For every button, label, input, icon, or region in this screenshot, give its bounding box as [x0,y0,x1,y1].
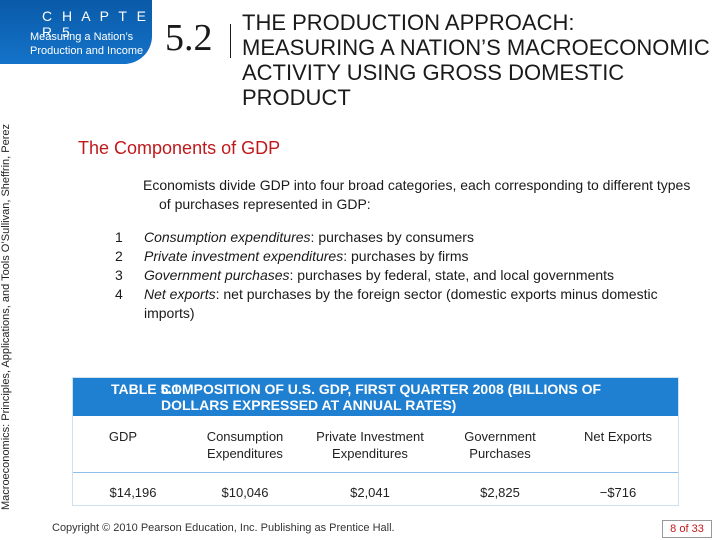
item-description: : purchases by firms [343,248,469,264]
column-header-consumption: Consumption Expenditures [206,429,284,461]
item-term: Government purchases [144,267,290,283]
list-item: 2 Private investment expenditures: purch… [115,247,695,266]
column-header-net-exports: Net Exports [584,429,652,444]
item-number: 4 [115,286,123,302]
value-investment: $2,041 [350,485,390,500]
value-government: $2,825 [480,485,520,500]
item-term: Private investment expenditures [144,248,344,264]
table-id: TABLE 5.1 [111,381,180,397]
section-title: THE PRODUCTION APPROACH: MEASURING A NAT… [242,10,710,110]
side-book-title: Macroeconomics: Principles, Applications… [0,123,12,510]
copyright-footer: Copyright © 2010 Pearson Education, Inc.… [52,522,395,534]
subheading: The Components of GDP [78,138,281,158]
section-divider [230,24,231,58]
list-item: 3 Government purchases: purchases by fed… [115,266,695,285]
value-gdp: $14,196 [109,485,157,500]
list-item: 4 Net exports: net purchases by the fore… [115,285,695,323]
column-header-gdp: GDP [108,429,138,444]
item-number: 1 [115,229,123,245]
chapter-badge: C H A P T E R 5 Measuring a Nation’s Pro… [0,0,152,64]
item-description: : net purchases by the foreign sector (d… [144,286,658,321]
gdp-table: TABLE 5.1 COMPOSITION OF U.S. GDP, FIRST… [72,377,679,506]
item-term: Net exports [144,286,216,302]
item-description: : purchases by consumers [310,229,474,245]
intro-paragraph: Economists divide GDP into four broad ca… [143,177,691,212]
table-header: TABLE 5.1 COMPOSITION OF U.S. GDP, FIRST… [73,378,678,416]
item-number: 2 [115,248,123,264]
column-header-investment: Private Investment Expenditures [316,429,424,461]
item-description: : purchases by federal, state, and local… [289,267,615,283]
value-consumption: $10,046 [221,485,269,500]
section-number: 5.2 [165,17,213,59]
page-indicator: 8 of 33 [662,520,712,538]
chapter-label: C H A P T E R 5 [42,8,149,40]
value-net-exports: −$716 [599,485,637,500]
item-number: 3 [115,267,123,283]
table-rule [73,472,678,473]
list-item: 1 Consumption expenditures: purchases by… [115,228,695,247]
column-header-government: Government Purchases [464,429,536,461]
item-term: Consumption expenditures [144,229,311,245]
chapter-subtitle: Measuring a Nation’s Production and Inco… [30,31,144,57]
table-caption: COMPOSITION OF U.S. GDP, FIRST QUARTER 2… [161,381,602,413]
components-list: 1 Consumption expenditures: purchases by… [115,228,695,323]
